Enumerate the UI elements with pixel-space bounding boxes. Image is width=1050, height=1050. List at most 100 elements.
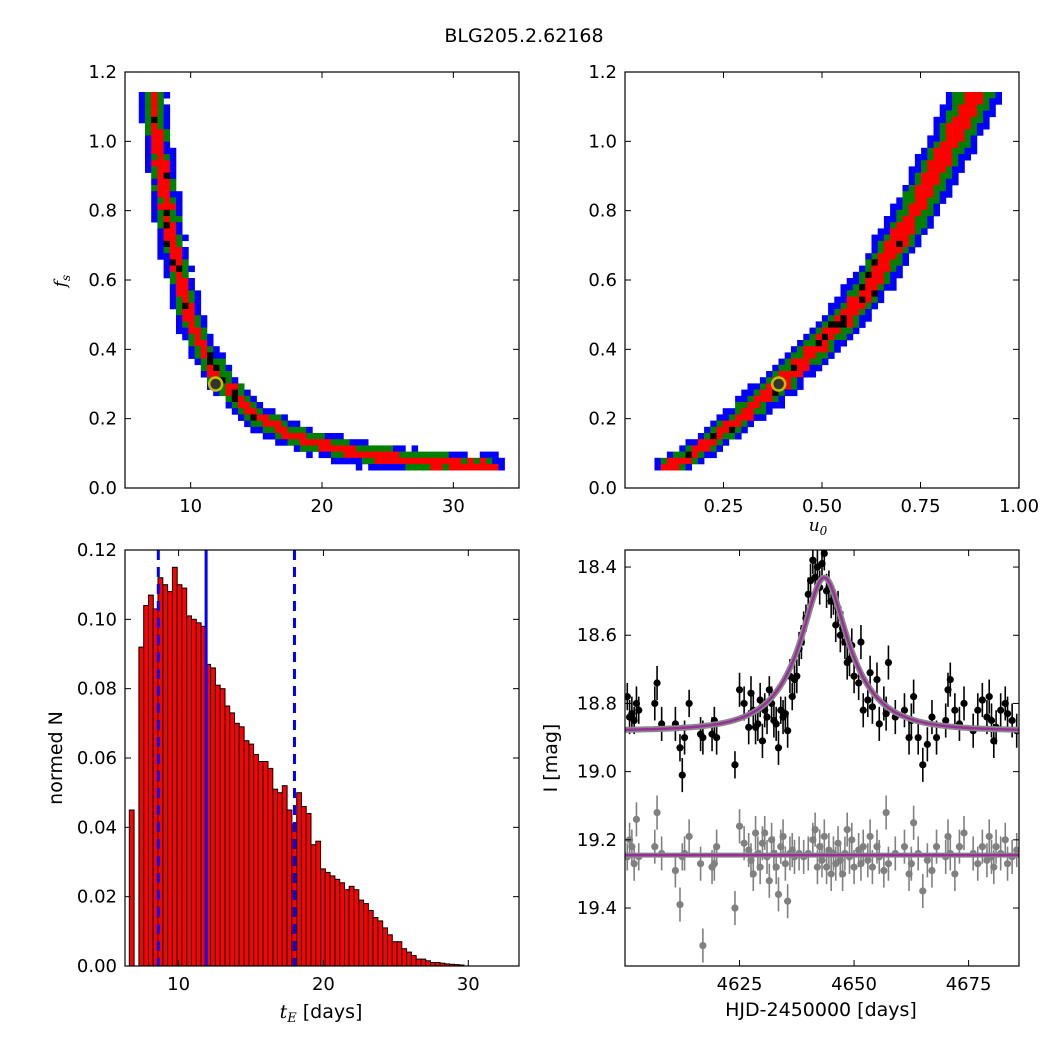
heatmap-cell [803,364,810,372]
heatmap-cell [815,327,823,335]
heatmap-cell [716,420,723,428]
heatmap-cell [945,98,953,105]
heatmap-cell [741,420,748,428]
heatmap-cell [852,271,860,279]
heatmap-cell [145,147,152,155]
heatmap-cell [747,402,754,409]
heatmap-cell [324,433,332,440]
heatmap-cell [840,296,847,304]
heatmap-cell [324,445,332,452]
y-tick-label: 0.08 [77,679,117,700]
heatmap-cell [828,352,835,359]
heatmap-cell [654,464,661,471]
heatmap-cell [486,464,493,471]
heatmap-cell [293,433,301,440]
heatmap-cell [778,395,785,403]
heatmap-cell [902,216,909,223]
heatmap-cell [809,340,816,347]
heatmap-cell [151,98,158,105]
heatmap-cell [238,408,245,415]
heatmap-cell [896,247,903,254]
data-point [740,839,748,847]
heatmap-cell [821,327,829,335]
heatmap-cell [151,209,158,217]
heatmap-cell [163,172,171,180]
heatmap-cell [194,346,202,353]
heatmap-cell [231,377,239,384]
heatmap-cell [287,433,295,440]
heatmap-cell [803,346,810,353]
heatmap-cell [945,135,953,142]
data-point [713,843,721,851]
data-point [779,832,787,841]
heatmap-cell [355,445,363,452]
heatmap-cell [952,160,959,167]
heatmap-cell [815,333,823,341]
heatmap-cell [312,433,319,440]
heatmap-cell [921,222,928,229]
data-point [761,829,769,837]
heatmap-cell [877,290,885,297]
heatmap-cell [877,234,885,242]
heatmap-cell [921,197,928,204]
histogram-bar [358,899,365,967]
data-point [818,856,826,864]
heatmap-cell [145,110,152,118]
heatmap-cell [902,228,909,235]
heatmap-cell [908,203,916,211]
data-point [951,706,959,714]
heatmap-cell [983,116,990,124]
heatmap-cell [722,426,730,434]
heatmap-cell [933,135,940,142]
heatmap-cell [182,265,189,273]
heatmap-cell [815,352,823,359]
heatmap-cell [933,160,940,167]
heatmap-cell [908,216,916,223]
heatmap-cell [933,166,940,173]
heatmap-cell [244,414,251,421]
heatmap-cell [169,197,177,204]
heatmap-cell [194,352,202,359]
heatmap-cell [896,234,903,242]
heatmap-cell [287,420,295,428]
heatmap-cell [852,302,860,310]
heatmap-cell [964,141,971,149]
heatmap-cell [939,141,947,149]
heatmap-cell [735,414,742,421]
heatmap-cell [293,420,301,428]
heatmap-cell [846,278,854,285]
heatmap-cell [151,135,158,142]
heatmap-cell [673,464,680,471]
heatmap-cell [921,147,928,155]
heatmap-cell [163,209,171,217]
heatmap-cell [914,197,922,204]
heatmap-cell [958,110,965,118]
heatmap-cell [163,259,171,266]
data-point [774,890,783,898]
heatmap-cell [871,265,878,273]
heatmap-cell [176,203,183,211]
heatmap-cell [176,222,183,229]
data-point [740,699,748,708]
heatmap-cell [169,234,177,242]
heatmap-cell [976,110,984,118]
heatmap-cell [436,457,443,465]
heatmap-cell [784,352,792,359]
heatmap-cell [933,123,940,130]
heatmap-cell [927,222,934,229]
heatmap-cell [182,234,189,242]
heatmap-cell [262,433,270,440]
heatmap-cell [852,321,860,328]
heatmap-cell [741,395,748,403]
heatmap-cell [927,154,934,161]
heatmap-cell [859,265,866,273]
heatmap-cell [169,284,177,291]
histogram-bar [238,726,245,967]
heatmap-cell [442,464,450,471]
y-tick-label: 0.8 [588,201,617,222]
heatmap-cell [697,445,705,452]
heatmap-cell [368,445,375,452]
heatmap-cell [691,457,699,465]
heatmap-cell [673,457,680,465]
heatmap-cell [188,340,195,347]
